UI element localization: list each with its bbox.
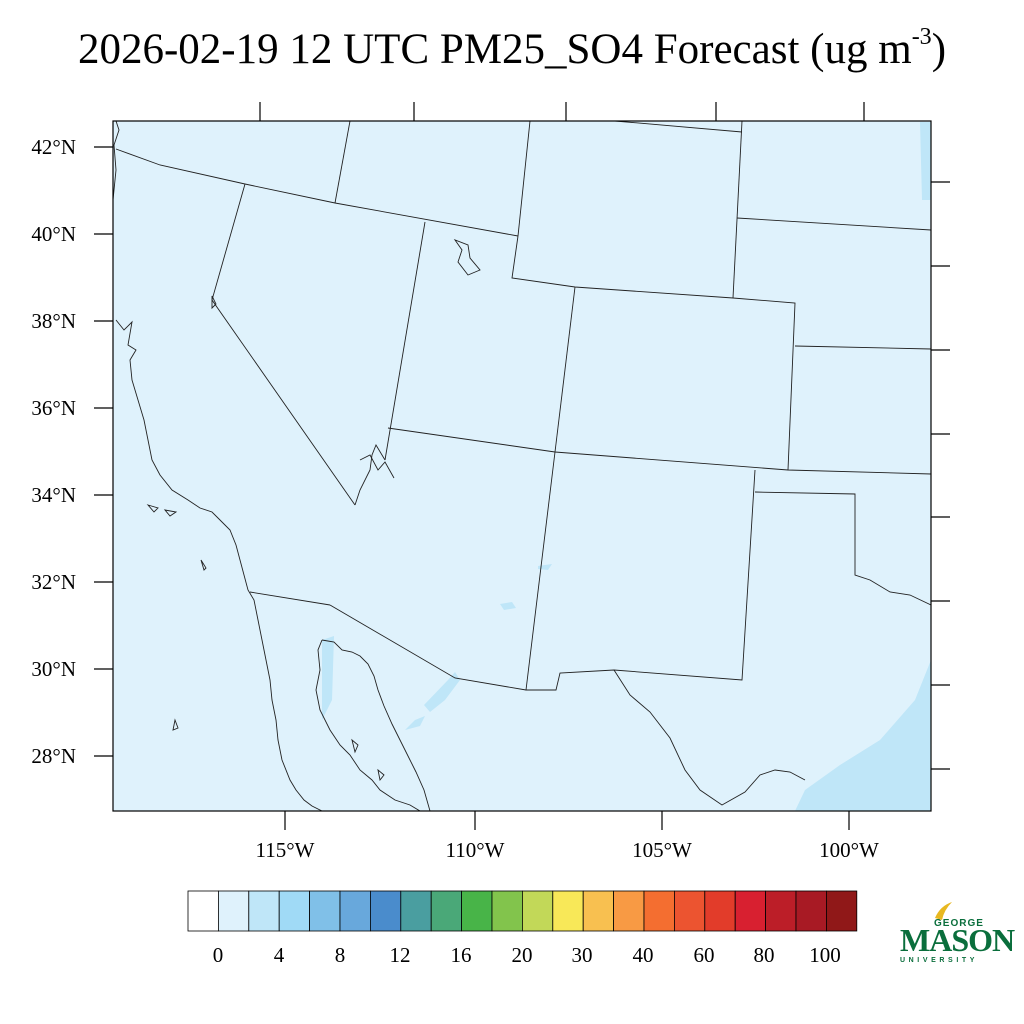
concentration-patch-north — [920, 122, 931, 200]
longitude-ticks — [259, 102, 865, 830]
colorbar-swatch — [643, 890, 675, 932]
colorbar-swatch — [765, 890, 797, 932]
colorbar-swatch — [369, 890, 402, 932]
lat-label: 38°N — [31, 309, 76, 333]
border-rio-grande — [613, 669, 806, 806]
border-wyoming-colorado — [511, 235, 796, 471]
great-salt-lake — [453, 239, 481, 276]
colorbar — [187, 890, 858, 932]
map-title: 2026-02-19 12 UTC PM25_SO4 Forecast (ug … — [0, 25, 1024, 73]
lat-label: 40°N — [31, 222, 76, 246]
latitude-labels: 42°N 40°N 38°N 36°N 34°N 32°N 30°N 28°N — [31, 135, 76, 768]
border-oklahoma-texas — [754, 491, 931, 606]
colorbar-swatch — [734, 890, 767, 932]
lat-label: 34°N — [31, 483, 76, 507]
coastline-oregon — [113, 121, 120, 201]
colorbar-swatch — [400, 890, 432, 932]
colorbar-swatch — [826, 890, 858, 932]
lon-label: 110°W — [446, 838, 505, 862]
colorbar-label: 30 — [572, 943, 593, 967]
logo-text-bottom: UNIVERSITY — [900, 957, 979, 964]
colorbar-label: 80 — [754, 943, 775, 967]
colorbar-swatch — [278, 890, 311, 932]
colorbar-label: 4 — [274, 943, 285, 967]
lat-label: 28°N — [31, 744, 76, 768]
colorbar-swatch — [248, 890, 280, 932]
colorbar-swatch — [582, 890, 615, 932]
colorbar-label: 60 — [694, 943, 715, 967]
logo-swoosh-icon — [935, 902, 952, 920]
coastline-gulf-of-california-west — [315, 639, 421, 811]
border-four-corners-latitude — [387, 427, 931, 475]
logo-text-top: GEORGE — [934, 918, 984, 929]
border-colorado-river — [354, 443, 386, 506]
border-montana — [614, 121, 743, 133]
lat-label: 32°N — [31, 570, 76, 594]
gulf-islands — [351, 738, 385, 782]
lon-label: 115°W — [256, 838, 315, 862]
colorbar-label: 100 — [809, 943, 841, 967]
colorbar-swatch — [430, 890, 463, 932]
island-guadalupe — [200, 559, 207, 571]
border-us-mexico-arizona — [329, 604, 527, 691]
colorbar-label: 16 — [451, 943, 472, 967]
coastline-gulf-of-california-east — [321, 639, 431, 811]
colorbar-label: 40 — [633, 943, 654, 967]
lat-label: 36°N — [31, 396, 76, 420]
colorbar-labels: 0 4 8 12 16 20 30 40 60 80 100 — [213, 943, 841, 967]
colorbar-swatch — [461, 890, 493, 932]
colorbar-swatch — [339, 890, 371, 932]
border-idaho-wyoming — [517, 121, 531, 237]
map-frame — [112, 120, 932, 812]
latitude-ticks — [94, 146, 950, 770]
title-text: 2026-02-19 12 UTC PM25_SO4 Forecast (ug … — [77, 26, 912, 73]
coastline-california-baja — [115, 319, 323, 811]
border-wyoming-nebraska — [732, 121, 743, 299]
concentration-patch-sonora — [424, 672, 460, 712]
colorbar-swatch — [522, 890, 554, 932]
colorbar-label: 20 — [512, 943, 533, 967]
colorbar-swatch — [552, 890, 584, 932]
longitude-labels: 115°W 110°W 105°W 100°W — [256, 838, 880, 862]
lake-mead — [359, 454, 395, 479]
boundaries — [113, 121, 931, 811]
lon-label: 105°W — [632, 838, 692, 862]
border-nebraska-kansas — [736, 217, 931, 231]
concentration-patch-gulf — [795, 660, 931, 811]
map-field — [113, 121, 931, 811]
colorbar-label: 8 — [335, 943, 346, 967]
concentration-patch-gulf-ca — [322, 636, 334, 720]
colorbar-swatch — [674, 890, 706, 932]
gmu-logo: GEORGE MASON UNIVERSITY — [898, 898, 1015, 968]
title-close: ) — [931, 26, 947, 73]
colorbar-swatch — [187, 890, 219, 932]
lat-label: 30°N — [31, 657, 76, 681]
colorbar-swatch — [704, 890, 736, 932]
concentration-patch-sonora-2 — [405, 716, 425, 730]
island-cedros — [172, 718, 179, 731]
logo-text-middle: MASON — [900, 922, 1015, 958]
colorbar-swatch — [309, 890, 341, 932]
border-kansas-oklahoma — [794, 345, 931, 350]
border-us-mexico-california — [249, 591, 331, 606]
lake-tahoe — [211, 295, 217, 310]
concentration-patch-nm-2 — [500, 602, 516, 610]
channel-islands — [146, 504, 178, 517]
colorbar-swatch — [491, 890, 523, 932]
border-nevada-utah — [384, 221, 426, 461]
colorbar-label: 0 — [213, 943, 224, 967]
border-idaho-nevada — [334, 121, 351, 204]
colorbar-label: 12 — [390, 943, 411, 967]
colorbar-swatch — [217, 890, 250, 932]
title-superscript: -3 — [911, 23, 932, 50]
lat-label: 42°N — [31, 135, 76, 159]
colorbar-swatch — [613, 890, 645, 932]
lon-label: 100°W — [819, 838, 879, 862]
border-utah-colorado — [554, 286, 576, 453]
colorbar-swatch — [795, 890, 827, 932]
